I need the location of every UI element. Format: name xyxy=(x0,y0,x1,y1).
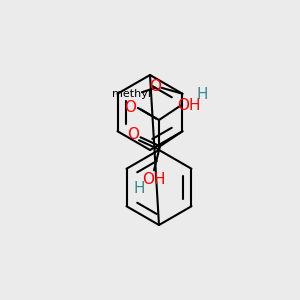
Text: methyl: methyl xyxy=(112,89,151,99)
Text: O: O xyxy=(149,79,161,94)
Text: O: O xyxy=(124,100,136,116)
Text: OH: OH xyxy=(177,98,201,112)
Text: OH: OH xyxy=(142,172,166,187)
Text: H: H xyxy=(133,181,145,196)
Text: H: H xyxy=(197,87,208,102)
Text: O: O xyxy=(127,127,139,142)
